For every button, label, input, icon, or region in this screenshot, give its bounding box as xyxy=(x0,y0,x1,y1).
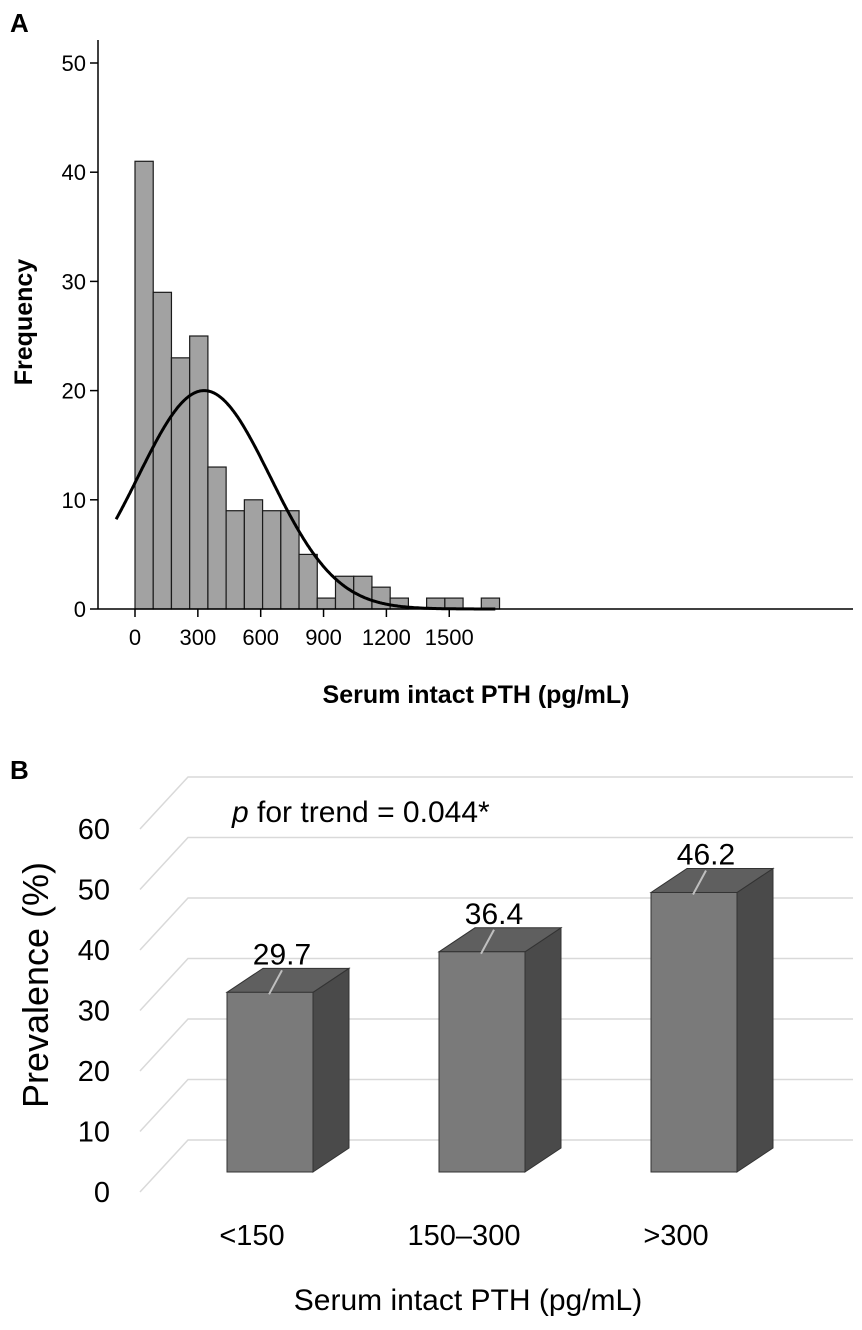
histogram-y-tick-label: 30 xyxy=(62,269,86,294)
bar-bars: 29.7 36.4 46.2 xyxy=(225,838,775,1173)
trend-annotation: p for trend = 0.044* xyxy=(231,796,490,829)
histogram-x-tick-label: 600 xyxy=(242,625,279,650)
data-label-leader xyxy=(268,969,283,995)
bar-y-axis-label: Prevalence (%) xyxy=(15,862,56,1108)
trend-p-symbol: p xyxy=(231,796,249,829)
bar-panel: B 0 10 20 30 40 50 60 p for trend = 0.044* Pre… xyxy=(10,755,853,1317)
bar-gridline xyxy=(139,836,853,891)
bar-y-tick-label: 40 xyxy=(78,935,110,967)
histogram-panel: A Frequency 0 10 20 30 40 50 0 300 600 900 1200 15… xyxy=(10,8,853,709)
bar-data-label: 36.4 xyxy=(465,898,523,931)
histogram-bar xyxy=(189,335,209,610)
bar-y-ticks: 0 10 20 30 40 50 60 xyxy=(78,814,110,1209)
histogram-y-tick-label: 50 xyxy=(62,51,86,76)
histogram-x-tick-label: 1500 xyxy=(425,625,474,650)
bar-gridline xyxy=(139,1018,853,1072)
histogram-bar xyxy=(316,597,337,610)
histogram-x-tick-label: 300 xyxy=(179,625,216,650)
bar-front-face xyxy=(438,951,526,1173)
bar-side-face xyxy=(524,926,562,1173)
histogram-x-ticks: 0 300 600 900 1200 1500 xyxy=(129,609,474,650)
bar-front-face xyxy=(650,891,738,1173)
histogram-y-tick-label: 20 xyxy=(62,379,86,404)
histogram-bar xyxy=(261,510,282,610)
histogram-bar xyxy=(225,510,245,610)
histogram-bar xyxy=(243,499,264,610)
histogram-y-tick-label: 0 xyxy=(74,597,86,622)
bar-y-tick-label: 10 xyxy=(78,1117,110,1149)
bar-y-tick-label: 30 xyxy=(78,996,110,1028)
histogram-y-ticks: 0 10 20 30 40 50 xyxy=(62,51,98,622)
histogram-x-tick-label: 900 xyxy=(305,625,342,650)
bar-y-tick-label: 50 xyxy=(78,875,110,907)
histogram-y-axis-label: Frequency xyxy=(10,259,38,386)
bar-gridline xyxy=(139,776,853,830)
bar-category-label: 150–300 xyxy=(408,1220,521,1252)
bar-front-face xyxy=(226,991,314,1173)
bar-gridline xyxy=(139,1139,853,1193)
bar-gridlines xyxy=(139,776,853,1193)
histogram-bar xyxy=(170,357,191,610)
histogram-bar xyxy=(134,160,154,610)
histogram-bars xyxy=(134,160,501,610)
bar-group: 29.7 xyxy=(225,938,351,1173)
panel-label-a: A xyxy=(10,8,29,38)
bar-side-face xyxy=(312,967,350,1173)
bar-y-tick-label: 20 xyxy=(78,1056,110,1088)
bar-gridline xyxy=(139,897,853,951)
bar-data-label: 29.7 xyxy=(253,938,311,971)
panel-label-b: B xyxy=(10,755,29,785)
bar-y-tick-label: 60 xyxy=(78,814,110,846)
histogram-x-axis-label: Serum intact PTH (pg/mL) xyxy=(323,681,630,709)
histogram-axes xyxy=(97,40,853,610)
data-label-leader xyxy=(692,870,707,895)
bar-gridline xyxy=(139,957,853,1012)
bar-data-label: 46.2 xyxy=(677,838,735,871)
bar-group: 46.2 xyxy=(649,838,775,1173)
bar-y-tick-label: 0 xyxy=(94,1177,110,1209)
histogram-x-tick-label: 1200 xyxy=(362,625,411,650)
histogram-bar xyxy=(298,553,318,610)
histogram-y-tick-label: 40 xyxy=(62,160,86,185)
bar-group: 36.4 xyxy=(437,898,563,1173)
bar-category-label: >300 xyxy=(643,1220,708,1252)
histogram-x-tick-label: 0 xyxy=(129,625,141,650)
histogram-bar xyxy=(152,291,173,610)
bar-x-ticks: <150 150–300 >300 xyxy=(219,1220,708,1252)
bar-x-axis-label: Serum intact PTH (pg/mL) xyxy=(294,1284,642,1317)
bar-side-face xyxy=(736,867,774,1173)
histogram-bar xyxy=(480,597,501,610)
data-label-leader xyxy=(480,929,495,955)
bar-gridline xyxy=(139,1078,853,1133)
histogram-bar xyxy=(207,466,227,610)
trend-text: for trend = 0.044* xyxy=(249,796,490,829)
bar-category-label: <150 xyxy=(219,1220,284,1252)
histogram-y-tick-label: 10 xyxy=(62,488,86,513)
